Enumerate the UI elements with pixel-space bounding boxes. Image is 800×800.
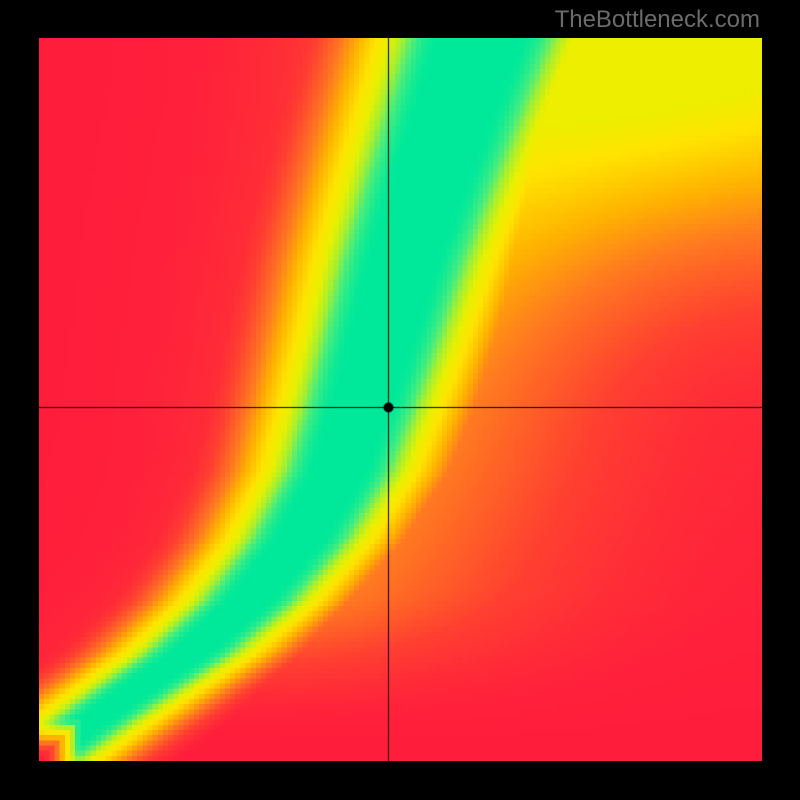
watermark-text: TheBottleneck.com [555, 6, 760, 34]
bottleneck-heatmap [39, 38, 762, 761]
chart-container: TheBottleneck.com [0, 0, 800, 800]
